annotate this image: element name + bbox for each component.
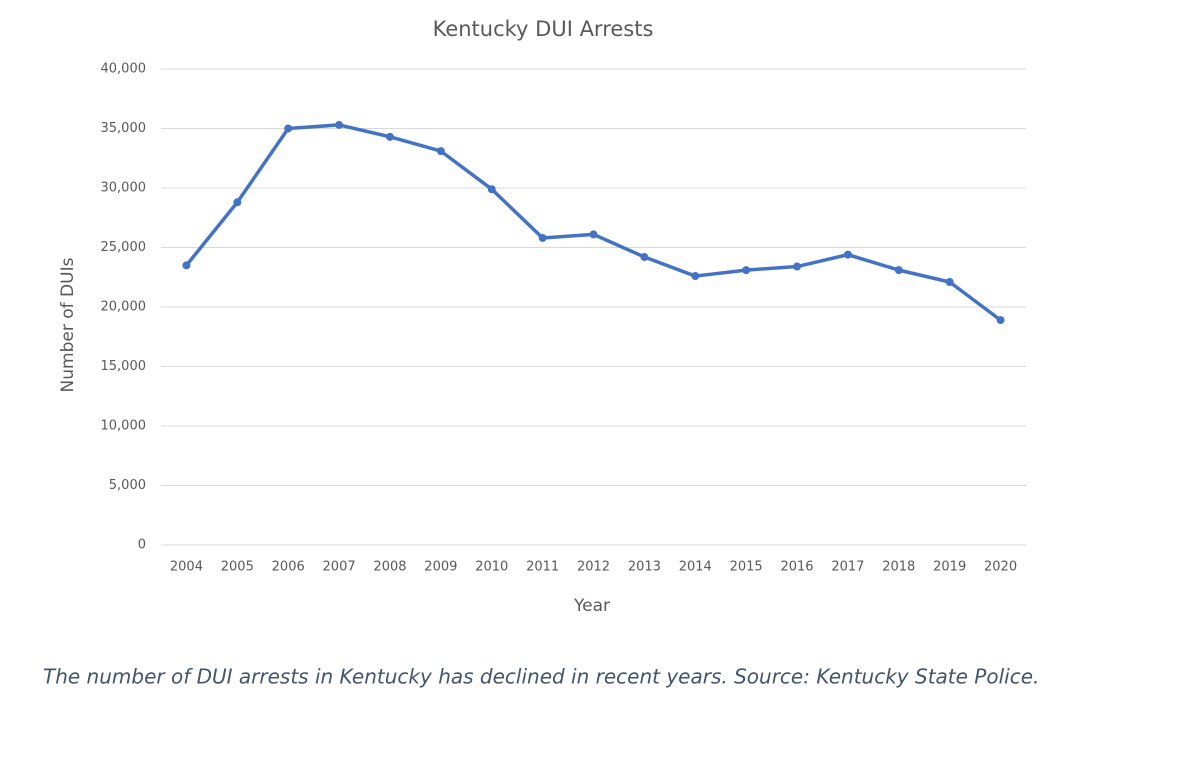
x-tick-label: 2006 [272,560,305,575]
x-tick-label: 2009 [424,560,457,575]
y-tick-label: 0 [138,538,146,553]
data-point [589,230,598,239]
data-point [843,250,852,259]
data-point [691,272,700,281]
chart-title: Kentucky DUI Arrests [433,17,654,41]
data-point [640,253,649,262]
data-point [436,147,445,156]
data-point [793,262,802,271]
y-tick-label: 25,000 [101,240,147,255]
x-tick-label: 2005 [221,560,254,575]
x-tick-label: 2014 [679,560,712,575]
data-point [284,124,293,133]
x-tick-label: 2019 [933,560,966,575]
x-tick-label: 2020 [984,560,1017,575]
x-tick-label: 2007 [323,560,356,575]
x-tick-label: 2013 [628,560,661,575]
x-tick-label: 2017 [831,560,864,575]
y-tick-label: 30,000 [101,181,147,196]
y-tick-label: 15,000 [101,359,147,374]
x-tick-label: 2008 [373,560,406,575]
x-tick-label: 2011 [526,560,559,575]
data-point [487,185,496,194]
y-tick-label: 20,000 [101,300,147,315]
data-line [185,123,1002,322]
data-point [182,261,191,270]
x-tick-label: 2004 [170,560,203,575]
x-tick-label: 2010 [475,560,508,575]
data-point [233,198,242,207]
x-tick-label: 2018 [882,560,915,575]
y-tick-label: 35,000 [101,121,147,136]
x-axis-label: Year [573,596,610,616]
x-tick-label: 2016 [780,560,813,575]
data-point [335,120,344,129]
data-point [945,278,954,287]
y-tick-label: 5,000 [109,478,146,493]
x-tick-label: 2015 [730,560,763,575]
caption: The number of DUI arrests in Kentucky ha… [43,665,1039,689]
x-tick-label: 2012 [577,560,610,575]
data-point [742,266,751,275]
data-point [385,132,394,141]
data-point [538,233,547,242]
data-point [996,316,1005,325]
data-point [894,266,903,275]
y-axis-label: Number of DUIs [58,257,78,392]
y-tick-label: 10,000 [101,419,147,434]
y-tick-label: 40,000 [101,62,147,77]
